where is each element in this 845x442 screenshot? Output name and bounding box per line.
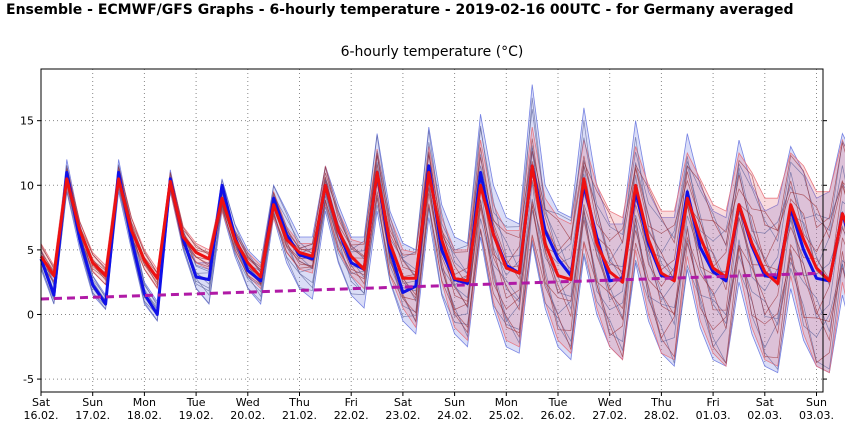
x-tick-day: Wed: [598, 396, 622, 409]
chart-title: 6-hourly temperature (°C): [341, 44, 524, 60]
plot-frame: [40, 68, 824, 393]
x-tick-day: Sat: [32, 396, 51, 409]
x-tick-date: 22.02.: [334, 409, 369, 422]
x-tick-day: Thu: [288, 396, 310, 409]
x-tick-date: 17.02.: [75, 409, 110, 422]
x-tick-date: 20.02.: [230, 409, 265, 422]
y-axis-ticks: -5 0 5 10 15: [20, 115, 827, 386]
x-tick-day: Wed: [236, 396, 260, 409]
climate-mean-line: [40, 271, 824, 301]
x-tick-day: Mon: [133, 396, 156, 409]
x-tick-date: 16.02.: [24, 409, 59, 422]
ecmwf-mean-line: [39, 164, 845, 285]
x-tick-day: Sat: [394, 396, 413, 409]
x-tick-date: 27.02.: [592, 409, 627, 422]
x-tick-date: 01.03.: [696, 409, 731, 422]
ensemble-member-line: [40, 142, 845, 274]
x-tick-day: Sun: [82, 396, 103, 409]
x-tick-date: 23.02.: [385, 409, 420, 422]
x-tick-day: Sun: [806, 396, 827, 409]
x-tick-day: Thu: [650, 396, 672, 409]
y-tick-label: -5: [23, 373, 34, 386]
x-tick-day: Fri: [345, 396, 358, 409]
x-tick-date: 21.02.: [282, 409, 317, 422]
ensemble-spread: [40, 84, 845, 374]
y-tick-label: 0: [27, 308, 34, 321]
x-tick-day: Tue: [548, 396, 568, 409]
page-header: Ensemble - ECMWF/GFS Graphs - 6-hourly t…: [6, 2, 794, 18]
x-tick-date: 03.03.: [799, 409, 834, 422]
x-tick-day: Fri: [707, 396, 720, 409]
x-tick-date: 18.02.: [127, 409, 162, 422]
y-tick-label: 10: [20, 179, 34, 192]
x-tick-day: Mon: [495, 396, 518, 409]
x-tick-date: 24.02.: [437, 409, 472, 422]
series-lines: [39, 164, 845, 316]
x-tick-date: 25.02.: [489, 409, 524, 422]
x-tick-day: Sat: [756, 396, 775, 409]
x-tick-date: 02.03.: [747, 409, 782, 422]
y-tick-label: 5: [27, 244, 34, 257]
x-tick-date: 19.02.: [179, 409, 214, 422]
x-tick-day: Sun: [444, 396, 465, 409]
x-tick-date: 28.02.: [644, 409, 679, 422]
y-tick-label: 15: [20, 115, 34, 128]
x-tick-date: 26.02.: [541, 409, 576, 422]
x-axis-ticks: Sat16.02.Sun17.02.Mon18.02.Tue19.02.Wed2…: [24, 392, 834, 422]
x-tick-day: Tue: [186, 396, 206, 409]
